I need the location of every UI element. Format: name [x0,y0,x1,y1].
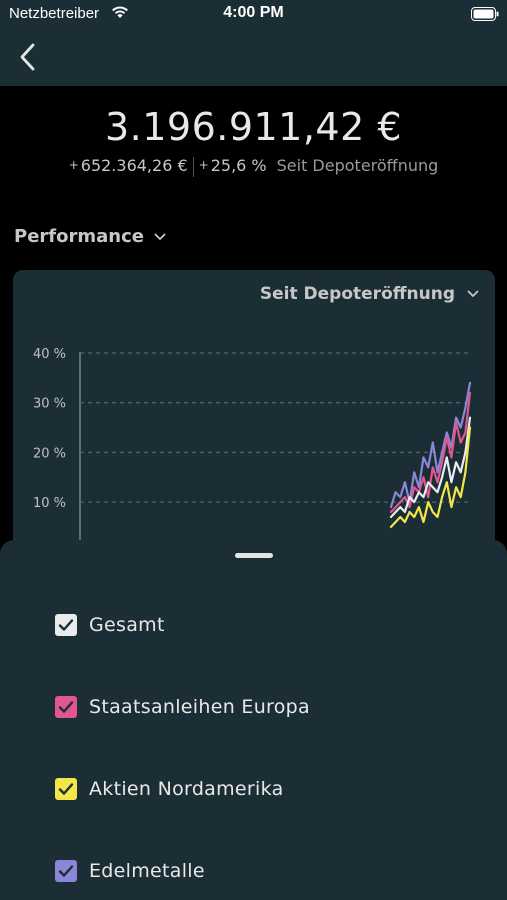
series-line-edelmetalle [389,381,472,509]
change-abs-sign: + [68,158,79,172]
checkmark-icon [58,865,74,877]
divider [192,156,194,177]
portfolio-change-row: +652.364,26 € +25,6 % Seit Depoteröffnung [0,156,507,177]
y-tick-label: 30 % [33,397,66,412]
period-dropdown[interactable]: Seit Depoteröffnung [260,284,479,304]
wifi-icon [112,6,128,18]
series-selection-sheet: Gesamt Staatsanleihen Europa Aktien Nord… [0,540,507,900]
period-dropdown-label: Seit Depoteröffnung [259,284,455,304]
legend-label: Staatsanleihen Europa [89,696,310,718]
legend-checkbox[interactable] [55,696,77,718]
back-button[interactable] [14,40,44,74]
status-time: 4:00 PM [223,4,284,21]
legend-label: Gesamt [89,614,165,636]
legend-label: Aktien Nordamerika [89,778,284,800]
checkmark-icon [58,783,74,795]
chevron-left-icon [20,43,35,71]
series-line-gesamt [389,416,472,519]
change-since-label: Seit Depoteröffnung [276,156,439,175]
status-bar: Netzbetreiber 4:00 PM [0,0,507,28]
chart-card: 40 % 30 % 20 % 10 % Seit Depoteröffnung [13,270,495,570]
performance-chart: 40 % 30 % 20 % 10 % [33,347,472,570]
chevron-down-icon [467,290,479,297]
sheet-grabber[interactable] [235,553,273,558]
legend-label: Edelmetalle [89,860,205,882]
y-tick-label: 20 % [33,446,66,461]
series-line-staatsanleihen-europa [389,391,472,514]
portfolio-total-value: 3.196.911,42 € [104,105,403,149]
legend-checkbox[interactable] [55,860,77,882]
legend-checkbox[interactable] [55,778,77,800]
legend-item-aktien-nordamerika[interactable]: Aktien Nordamerika [55,778,284,800]
checkmark-icon [58,701,74,713]
battery-icon [471,7,499,21]
change-pct-sign: + [198,158,209,172]
legend-item-staatsanleihen-europa[interactable]: Staatsanleihen Europa [55,696,310,718]
performance-dropdown-label: Performance [14,226,144,247]
checkmark-icon [58,619,74,631]
series-line-aktien-nordamerika [389,426,472,528]
legend-checkbox[interactable] [55,614,77,636]
change-absolute: 652.364,26 € [80,156,188,175]
y-tick-label: 10 % [33,496,66,511]
legend-item-gesamt[interactable]: Gesamt [55,614,165,636]
carrier-label: Netzbetreiber [9,5,100,22]
chevron-down-icon [154,233,166,240]
y-tick-label: 40 % [33,347,66,362]
performance-dropdown[interactable]: Performance [14,226,166,247]
change-percent: 25,6 % [210,156,267,175]
nav-bar [0,28,507,86]
legend-item-edelmetalle[interactable]: Edelmetalle [55,860,205,882]
